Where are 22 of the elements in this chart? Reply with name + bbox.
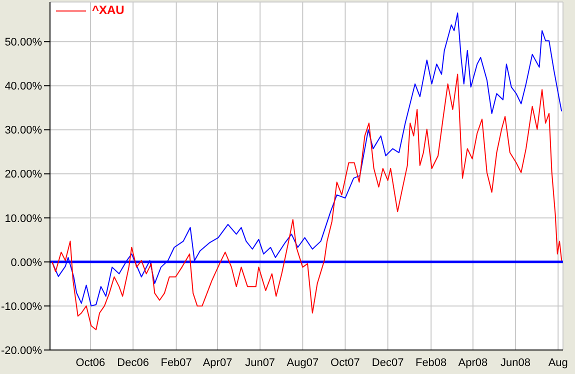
y-tick-label: 20.00% [4,168,42,181]
x-tick-label: Feb07 [160,356,192,369]
x-tick-label: Dec07 [372,356,404,369]
y-tick-label: 10.00% [4,212,42,225]
line-series [52,74,562,330]
y-tick-label: -10.00% [1,300,42,313]
y-tick-label: 40.00% [4,80,42,93]
y-tick-label: 50.00% [4,36,42,49]
x-tick-label: Oct07 [330,356,360,369]
x-tick-label: Apr07 [202,356,232,369]
y-tick-label: 30.00% [4,124,42,137]
x-tick-label: Aug [548,356,568,369]
x-tick-label: Feb08 [415,356,447,369]
y-tick-label: 0.00% [10,256,42,269]
x-tick-label: Jun08 [500,356,531,369]
x-tick-label: Dec06 [117,356,149,369]
x-tick-label: Apr08 [458,356,488,369]
x-tick-label: Jun07 [245,356,276,369]
y-tick-label: -20.00% [1,344,42,357]
x-tick-label: Aug07 [286,356,319,369]
legend-label: ^XAU [92,3,124,17]
x-tick-label: Oct06 [76,356,106,369]
